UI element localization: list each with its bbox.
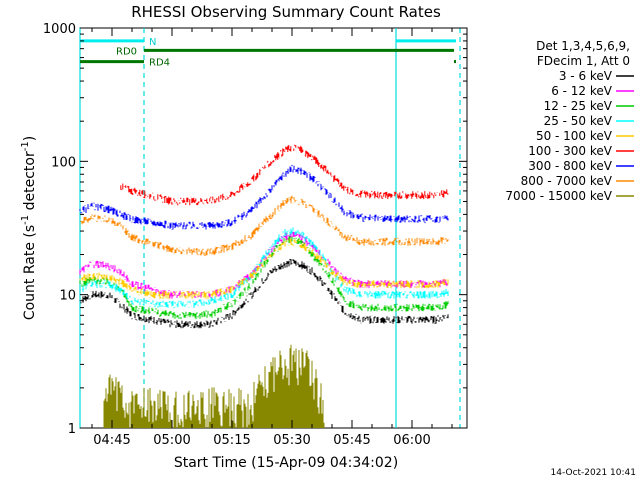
x-tick-label: 05:00 bbox=[153, 433, 190, 448]
x-tick-label: 04:45 bbox=[93, 433, 130, 448]
x-tick-label: 06:00 bbox=[393, 433, 430, 448]
footer-timestamp: 14-Oct-2021 10:41 bbox=[551, 468, 636, 478]
axis-layer: 04:45 05:00 05:15 05:30 05:45 06:00 1 10 100 1000 bbox=[43, 22, 467, 448]
legend-entry-label: 7000 - 15000 keV bbox=[505, 189, 612, 203]
legend-entry-label: 50 - 100 keV bbox=[536, 129, 613, 143]
series-line-6 bbox=[79, 164, 449, 230]
series-line-7 bbox=[79, 195, 449, 256]
legend-entry-label: 100 - 300 keV bbox=[528, 144, 612, 158]
y-tick-label: 1000 bbox=[43, 22, 76, 37]
x-tick-label: 05:15 bbox=[213, 433, 250, 448]
legend-entry-label: 12 - 25 keV bbox=[544, 99, 613, 113]
series-line-4 bbox=[79, 238, 449, 299]
x-axis-label: Start Time (15-Apr-09 04:34:02) bbox=[174, 455, 398, 471]
legend-entry-label: 3 - 6 keV bbox=[559, 69, 613, 83]
series-line-8 bbox=[103, 344, 325, 428]
chart-title: RHESSI Observing Summary Count Rates bbox=[131, 3, 441, 21]
legend-entry-label: 25 - 50 keV bbox=[544, 114, 613, 128]
legend-header-line-1: Det 1,3,4,5,6,9, bbox=[536, 39, 630, 53]
y-tick-label: 100 bbox=[51, 155, 76, 170]
x-tick-label: 05:30 bbox=[273, 433, 310, 448]
x-tick-label: 05:45 bbox=[333, 433, 370, 448]
series-layer bbox=[79, 144, 449, 428]
y-tick-label: 10 bbox=[59, 289, 76, 304]
series-line-0 bbox=[79, 259, 449, 329]
flag-label-n: N bbox=[149, 37, 156, 48]
y-axis-label: Count Rate (s-1 detector-1) bbox=[20, 136, 38, 320]
series-line-5 bbox=[120, 144, 449, 206]
legend-entry-label: 300 - 800 keV bbox=[528, 159, 612, 173]
annotation-layer: N RD0 RD4 bbox=[79, 28, 461, 428]
y-tick-label: 1 bbox=[68, 422, 76, 437]
legend-entry-label: 6 - 12 keV bbox=[551, 84, 613, 98]
legend: Det 1,3,4,5,6,9, FDecim 1, Att 0 3 - 6 k… bbox=[505, 39, 634, 203]
series-line-3 bbox=[79, 227, 449, 309]
flag-label-rd0: RD0 bbox=[116, 46, 137, 57]
legend-entry-label: 800 - 7000 keV bbox=[521, 174, 613, 188]
series-line-2 bbox=[79, 236, 449, 320]
legend-header-line-2: FDecim 1, Att 0 bbox=[537, 54, 630, 68]
flag-label-rd4: RD4 bbox=[149, 58, 170, 69]
